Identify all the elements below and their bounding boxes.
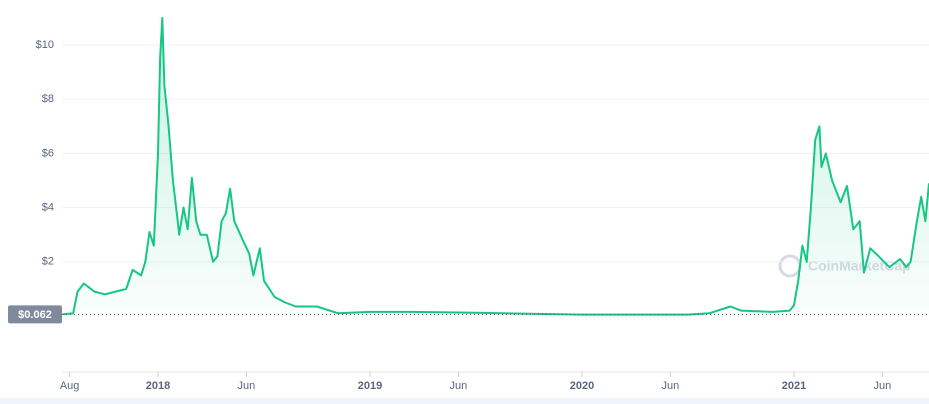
reference-label: $0.062 [18,309,52,321]
y-tick-label: $6 [42,147,54,159]
x-tick-label: Jun [238,380,256,392]
y-tick-label: $4 [42,202,54,214]
x-tick-label: 2019 [358,380,382,392]
x-tick-label: Jun [873,380,891,392]
price-line [62,17,929,316]
footer-strip [0,398,929,404]
y-tick-label: $10 [36,39,54,51]
x-tick-label: 2020 [570,380,594,392]
x-tick-label: Jun [662,380,680,392]
x-tick-label: 2018 [146,380,170,392]
x-tick-label: Jun [450,380,468,392]
x-tick-label: 2021 [782,380,806,392]
area-fill [62,18,929,316]
watermark-logo [778,254,802,278]
x-tick-label: Aug [60,380,80,392]
reference-badge [8,305,62,324]
y-tick-label: $8 [42,93,54,105]
y-tick-label: $2 [42,256,54,268]
